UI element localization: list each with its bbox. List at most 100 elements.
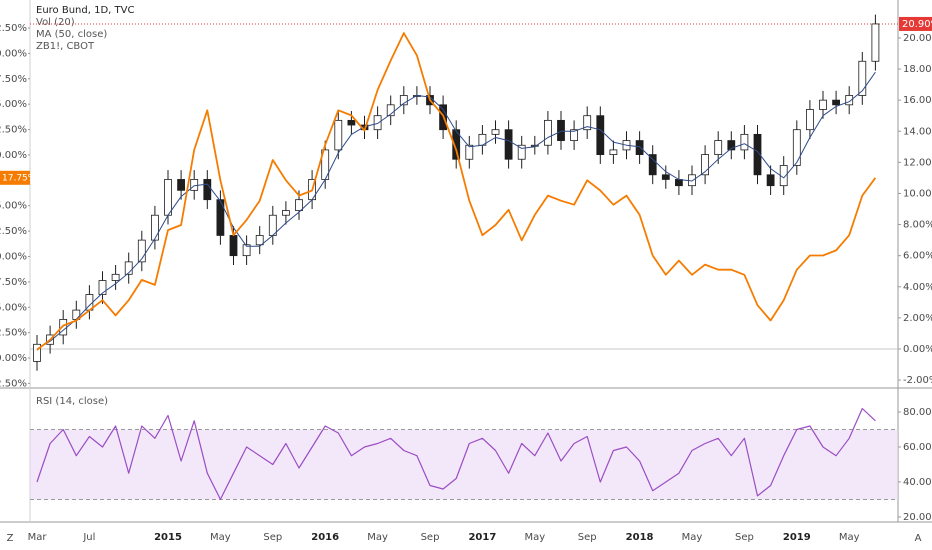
candle-body xyxy=(33,343,41,362)
y-tick-label: 32.50% xyxy=(0,23,27,34)
y2-tick-label: 16.00% xyxy=(903,95,932,106)
ui-button[interactable]: Z xyxy=(7,533,14,544)
y-tick-label: 12.50% xyxy=(0,226,27,237)
x-tick-label: Sep xyxy=(735,532,754,543)
y2-tick-label: 20.00% xyxy=(903,33,932,44)
candle-body xyxy=(386,104,395,117)
x-tick-label: Sep xyxy=(421,532,440,543)
y2-tick-label: 12.00% xyxy=(903,157,932,168)
indicator-label: Vol (20) xyxy=(36,17,75,28)
candle-body xyxy=(399,95,408,106)
y-tick-label: 30.00% xyxy=(0,48,27,59)
rsi-line xyxy=(36,407,876,500)
y-tick-label: 27.50% xyxy=(0,74,27,85)
candle-body xyxy=(216,199,225,236)
x-tick-label: Mar xyxy=(28,532,48,543)
x-tick-label: May xyxy=(367,532,388,543)
candle-body xyxy=(766,174,775,187)
candle-body xyxy=(544,119,552,146)
candle-body xyxy=(177,179,186,191)
candle-body xyxy=(871,23,880,62)
y-tick-label: 5.00% xyxy=(0,302,27,313)
x-tick-label: May xyxy=(682,532,703,543)
y2-tick-label: 10.00% xyxy=(903,188,932,199)
y-tick-label: 20.00 xyxy=(903,512,932,523)
rsi-band xyxy=(30,429,898,500)
y-tick-label: 25.00% xyxy=(0,99,27,110)
y-tick-label: -2.50% xyxy=(0,378,27,389)
candle-body xyxy=(714,140,723,155)
y-tick-label: 22.50% xyxy=(0,125,27,136)
y2-tick-label: 6.00% xyxy=(903,251,932,262)
candle-body xyxy=(727,140,736,151)
candle-body xyxy=(806,109,814,131)
candle-body xyxy=(111,273,120,281)
candle-body xyxy=(845,95,854,106)
legend-entry: ZB1!, CBOT xyxy=(36,41,95,52)
y-tick-label: 10.00% xyxy=(0,252,27,263)
candle-body xyxy=(295,199,303,211)
candle-body xyxy=(98,280,107,295)
candle-body xyxy=(255,235,264,246)
candle-body xyxy=(819,99,827,110)
candle-body xyxy=(452,129,461,160)
candle-body xyxy=(137,239,146,263)
y-tick-label: 20.00% xyxy=(0,150,27,161)
candle-body xyxy=(334,119,343,151)
x-tick-label: 2019 xyxy=(783,532,811,543)
x-tick-label: May xyxy=(210,532,231,543)
candle-body xyxy=(609,149,618,155)
last-price-box xyxy=(899,16,932,31)
x-tick-label: 2017 xyxy=(468,532,496,543)
y-tick-label: 7.50% xyxy=(0,277,27,288)
chart-title: Euro Bund, 1D, TVC xyxy=(36,5,134,16)
candle-body xyxy=(792,129,801,166)
y-tick-label: 0.00% xyxy=(0,353,27,364)
legend-entry: MA (50, close) xyxy=(36,29,107,40)
series-line xyxy=(36,71,876,350)
y-tick-label: 60.00 xyxy=(903,442,932,453)
candle-body xyxy=(701,154,709,176)
candle-body xyxy=(504,129,513,160)
candle-body xyxy=(583,115,592,131)
y2-tick-label: 4.00% xyxy=(903,282,932,293)
y2-tick-label: 14.00% xyxy=(903,126,932,137)
candle-body xyxy=(150,214,159,241)
candle-body xyxy=(596,115,605,155)
x-tick-label: Jul xyxy=(82,532,95,543)
last-price-label: 20.90% xyxy=(902,19,932,30)
x-tick-label: 2015 xyxy=(154,532,182,543)
y2-tick-label: 0.00% xyxy=(903,344,932,355)
candle-body xyxy=(570,129,578,141)
ui-button[interactable]: A xyxy=(915,533,922,544)
x-tick-label: 2016 xyxy=(311,532,339,543)
y-tick-label: 40.00 xyxy=(903,477,932,488)
candle-body xyxy=(164,179,172,216)
y2-tick-label: 8.00% xyxy=(903,220,932,231)
last-value-box xyxy=(0,170,30,185)
candle-body xyxy=(557,119,565,141)
x-tick-label: May xyxy=(839,532,860,543)
candle-body xyxy=(740,133,749,151)
candle-body xyxy=(281,210,290,216)
candle-body xyxy=(635,140,644,155)
series-line xyxy=(36,32,877,351)
y2-tick-label: 2.00% xyxy=(903,313,932,324)
candle-body xyxy=(465,144,474,160)
candle-body xyxy=(491,129,500,135)
y2-tick-label: -2.00% xyxy=(903,375,932,386)
candle-body xyxy=(648,154,657,176)
candle-body xyxy=(675,179,683,187)
candle-body xyxy=(832,99,840,106)
rsi-title: RSI (14, close) xyxy=(36,396,108,407)
candle-body xyxy=(347,119,356,126)
y-tick-label: 80.00 xyxy=(903,407,932,418)
x-tick-label: Sep xyxy=(263,532,282,543)
candle-body xyxy=(661,174,670,180)
y2-tick-label: 18.00% xyxy=(903,64,932,75)
candle-body xyxy=(124,261,133,275)
candle-body xyxy=(858,60,867,96)
x-tick-label: 2018 xyxy=(626,532,654,543)
last-value-label: 17.75% xyxy=(2,173,37,183)
